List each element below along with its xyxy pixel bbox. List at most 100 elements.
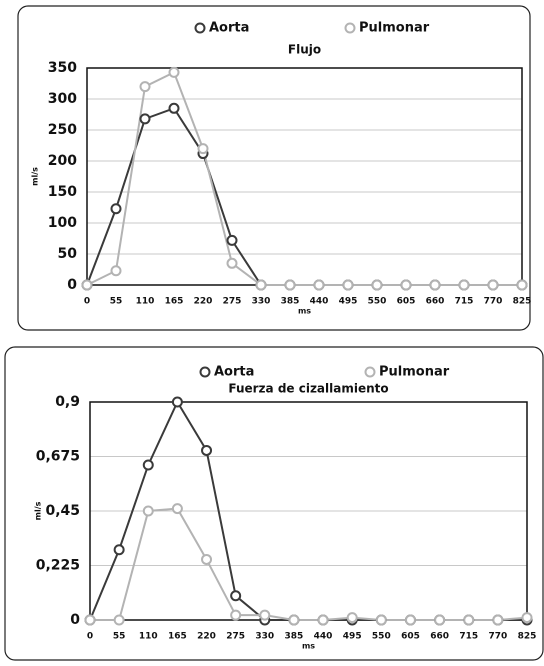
- y-tick-label: 100: [48, 215, 77, 231]
- point: [226, 234, 238, 246]
- x-tick-label: 715: [455, 297, 474, 307]
- x-tick-label: 825: [513, 297, 532, 307]
- point: [492, 614, 504, 626]
- x-tick-label: 220: [194, 297, 213, 307]
- y-tick-label: 200: [48, 153, 77, 169]
- x-tick-label: 495: [343, 632, 362, 642]
- y-tick-label: 300: [48, 91, 77, 107]
- x-tick-label: 440: [314, 632, 333, 642]
- point: [434, 614, 446, 626]
- chart-title: Fuerza de cizallamiento: [228, 382, 388, 396]
- point: [288, 614, 300, 626]
- x-tick-label: 385: [285, 632, 304, 642]
- y-axis-label: ml/s: [31, 167, 40, 186]
- legend-label: Aorta: [209, 21, 249, 36]
- point: [516, 279, 528, 291]
- point: [255, 279, 267, 291]
- point: [346, 612, 358, 624]
- x-tick-label: 275: [226, 632, 245, 642]
- point: [110, 265, 122, 277]
- point: [284, 279, 296, 291]
- x-tick-label: 55: [110, 297, 123, 307]
- point: [142, 459, 154, 471]
- x-tick-label: 550: [368, 297, 387, 307]
- x-tick-label: 715: [459, 632, 478, 642]
- point: [230, 609, 242, 621]
- point: [81, 279, 93, 291]
- point: [429, 279, 441, 291]
- panel: [4, 346, 544, 661]
- y-tick-label: 0,9: [55, 394, 80, 410]
- y-axis-label: ml/s: [34, 501, 43, 520]
- point: [404, 614, 416, 626]
- y-tick-label: 150: [48, 184, 77, 200]
- y-tick-label: 0: [70, 612, 80, 628]
- x-tick-label: 770: [484, 297, 503, 307]
- x-axis-label: ms: [298, 307, 311, 316]
- point: [139, 81, 151, 93]
- y-tick-label: 0,675: [36, 449, 80, 465]
- x-axis-label: ms: [302, 642, 315, 651]
- panel: [17, 5, 531, 331]
- y-tick-label: 0,45: [45, 503, 80, 519]
- chart-title: Flujo: [288, 43, 321, 57]
- plot-frame: [86, 67, 523, 286]
- x-tick-label: 110: [139, 632, 158, 642]
- x-tick-label: 55: [113, 632, 126, 642]
- x-tick-label: 165: [168, 632, 187, 642]
- series-line: [86, 107, 522, 286]
- x-tick-label: 110: [136, 297, 155, 307]
- point: [113, 544, 125, 556]
- point: [197, 143, 209, 155]
- point: [110, 203, 122, 215]
- point: [171, 396, 183, 408]
- point: [317, 614, 329, 626]
- point: [521, 612, 533, 624]
- x-tick-label: 165: [165, 297, 184, 307]
- point: [375, 614, 387, 626]
- series-line: [90, 507, 528, 621]
- x-tick-label: 605: [401, 632, 420, 642]
- legend-label: Aorta: [214, 365, 254, 380]
- point: [168, 102, 180, 114]
- y-tick-label: 50: [58, 246, 78, 262]
- y-tick-label: 0,225: [36, 558, 80, 574]
- legend-marker: [364, 366, 376, 378]
- y-tick-label: 350: [48, 60, 77, 76]
- point: [259, 609, 271, 621]
- x-tick-label: 330: [252, 297, 271, 307]
- point: [201, 444, 213, 456]
- x-tick-label: 220: [197, 632, 216, 642]
- point: [139, 113, 151, 125]
- x-tick-label: 825: [518, 632, 537, 642]
- legend-label: Pulmonar: [359, 21, 430, 36]
- x-tick-label: 495: [339, 297, 358, 307]
- x-tick-label: 0: [87, 632, 93, 642]
- x-tick-label: 275: [223, 297, 242, 307]
- legend-marker: [344, 22, 356, 34]
- point: [142, 505, 154, 517]
- x-tick-label: 440: [310, 297, 329, 307]
- y-tick-label: 0: [67, 277, 77, 293]
- x-tick-label: 0: [84, 297, 90, 307]
- x-tick-label: 385: [281, 297, 300, 307]
- point: [342, 279, 354, 291]
- x-tick-label: 330: [255, 632, 274, 642]
- x-tick-label: 770: [488, 632, 507, 642]
- point: [113, 614, 125, 626]
- x-tick-label: 660: [426, 297, 445, 307]
- point: [171, 503, 183, 515]
- point: [226, 257, 238, 269]
- point: [458, 279, 470, 291]
- x-tick-label: 550: [372, 632, 391, 642]
- point: [371, 279, 383, 291]
- point: [463, 614, 475, 626]
- legend-marker: [194, 22, 206, 34]
- legend-marker: [199, 366, 211, 378]
- point: [84, 614, 96, 626]
- x-tick-label: 660: [430, 632, 449, 642]
- point: [313, 279, 325, 291]
- series-line: [86, 70, 522, 286]
